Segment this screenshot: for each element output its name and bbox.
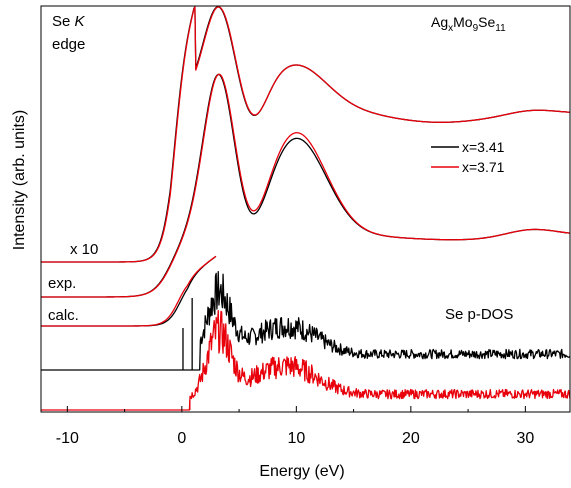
- x-axis-title: Energy (eV): [259, 463, 344, 480]
- edge-label-line2: edge: [52, 36, 85, 53]
- legend: x=3.41 x=3.71: [431, 139, 505, 175]
- x10-curve-2: [41, 6, 570, 263]
- legend-label-series-2: x=3.71: [462, 159, 505, 175]
- compound-label: AgxMo9Se11: [431, 14, 506, 34]
- plot-frame: [40, 5, 571, 413]
- magnification-label: x 10: [70, 241, 98, 258]
- x-axis-ticks: -10 0 10 20 30: [56, 406, 534, 447]
- calc-curve-2: [41, 255, 217, 327]
- x-tick-label-3: 20: [402, 430, 420, 447]
- x-tick-label-4: 30: [516, 430, 534, 447]
- x-tick-label-2: 10: [287, 430, 305, 447]
- dos-curve-2: [41, 310, 571, 411]
- x-tick-label-1: 0: [177, 430, 186, 447]
- dos-curve-1: [41, 271, 571, 371]
- exp-curve-2: [41, 73, 570, 298]
- x-tick-label-0: -10: [56, 430, 79, 447]
- edge-label-line1: Se K: [52, 13, 86, 30]
- y-axis-title: Intensity (arb. units): [11, 110, 28, 251]
- exp-label: exp.: [48, 275, 76, 292]
- curves-layer: [41, 6, 571, 411]
- calc-label: calc.: [48, 307, 79, 324]
- legend-label-series-1: x=3.41: [462, 139, 505, 155]
- dos-label: Se p-DOS: [445, 306, 513, 323]
